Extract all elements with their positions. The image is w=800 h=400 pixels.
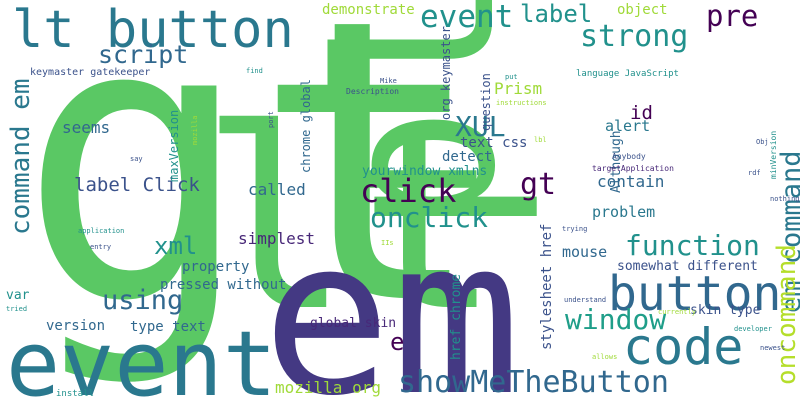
cloud-word: Mike bbox=[380, 77, 397, 85]
cloud-word: trying bbox=[562, 225, 588, 233]
cloud-word: type text bbox=[130, 319, 206, 335]
cloud-word: chrome global bbox=[299, 79, 313, 173]
cloud-word: lt bbox=[200, 75, 502, 366]
cloud-word: text css bbox=[460, 135, 528, 151]
cloud-word: mozilla org bbox=[275, 378, 381, 397]
cloud-word: xml bbox=[154, 232, 198, 260]
cloud-word: skin type bbox=[690, 303, 761, 318]
cloud-word: pressed without bbox=[160, 277, 287, 293]
cloud-word: Anybody bbox=[612, 152, 646, 161]
cloud-word: minVersion bbox=[769, 130, 778, 179]
cloud-word: command em bbox=[6, 78, 36, 235]
cloud-word: em bbox=[262, 192, 521, 400]
cloud-word: tried bbox=[6, 305, 28, 313]
cloud-word: IIs bbox=[381, 239, 394, 247]
cloud-word: developer bbox=[734, 325, 772, 333]
cloud-word: application bbox=[78, 227, 125, 235]
cloud-word: lbl bbox=[534, 136, 547, 144]
cloud-word: global skin bbox=[310, 316, 397, 331]
cloud-word: problem bbox=[592, 203, 656, 221]
cloud-word: targetApplication bbox=[592, 164, 674, 173]
cloud-word: say bbox=[130, 155, 143, 163]
cloud-word: href chrome bbox=[449, 273, 464, 360]
cloud-word: put bbox=[505, 73, 518, 81]
cloud-word: mozilla bbox=[191, 115, 199, 145]
cloud-word: alert bbox=[605, 117, 651, 135]
cloud-word: label bbox=[520, 0, 593, 28]
cloud-word: showMeTheButton bbox=[398, 365, 669, 400]
cloud-word: entry bbox=[90, 243, 112, 251]
cloud-word: script bbox=[98, 40, 189, 69]
cloud-word: currently bbox=[658, 308, 696, 316]
cloud-word: stylesheet href bbox=[539, 223, 555, 350]
cloud-word: allows bbox=[592, 353, 618, 361]
cloud-word: label Click bbox=[74, 174, 200, 196]
cloud-word: rdf bbox=[748, 169, 761, 177]
cloud-word: var bbox=[6, 288, 30, 303]
cloud-word: oncommand bbox=[772, 244, 800, 385]
cloud-word: event bbox=[420, 0, 514, 35]
cloud-word: Although bbox=[609, 130, 624, 193]
cloud-word: contain bbox=[597, 172, 665, 191]
cloud-word: somewhat different bbox=[617, 259, 758, 274]
cloud-word: find bbox=[246, 67, 263, 75]
cloud-word: port bbox=[267, 111, 275, 128]
cloud-word: event bbox=[6, 312, 277, 400]
cloud-word: Obj bbox=[756, 138, 769, 146]
cloud-word: gt bbox=[18, 0, 488, 390]
cloud-word: newest bbox=[760, 344, 786, 352]
cloud-word: demonstrate bbox=[322, 2, 415, 18]
cloud-word: click bbox=[360, 172, 457, 210]
cloud-word: Description bbox=[346, 87, 399, 96]
cloud-word: seems bbox=[62, 118, 111, 137]
cloud-word: instructions bbox=[496, 99, 547, 107]
cloud-word: mouse bbox=[562, 243, 608, 261]
cloud-word: window bbox=[565, 303, 667, 336]
cloud-word: yourwindow xmlns bbox=[362, 164, 488, 179]
cloud-word: Prism bbox=[494, 79, 543, 98]
cloud-word: object bbox=[617, 2, 668, 18]
cloud-word: button bbox=[608, 266, 782, 322]
cloud-word: keymaster gatekeeper bbox=[30, 67, 151, 78]
cloud-word: maxVersion bbox=[167, 109, 181, 182]
cloud-word: detect bbox=[442, 149, 493, 165]
cloud-word: strong bbox=[580, 19, 689, 54]
cloud-word: e bbox=[390, 328, 405, 356]
cloud-word: id bbox=[630, 102, 653, 124]
cloud-word: XUL bbox=[455, 110, 506, 143]
cloud-word: gt bbox=[520, 167, 557, 202]
cloud-word: install bbox=[56, 389, 94, 399]
cloud-word: function bbox=[625, 229, 760, 262]
cloud-word: understand bbox=[564, 296, 607, 304]
cloud-word: onclick bbox=[370, 201, 489, 234]
cloud-word: lt button bbox=[12, 0, 294, 60]
cloud-word: org keymaster bbox=[439, 26, 453, 120]
cloud-word: property bbox=[182, 259, 250, 275]
cloud-word: version bbox=[46, 318, 106, 334]
cloud-word: simplest bbox=[238, 229, 316, 248]
cloud-word: code bbox=[623, 318, 744, 376]
cloud-word: pre bbox=[706, 0, 759, 33]
cloud-word: language JavaScript bbox=[576, 69, 679, 79]
cloud-word: question bbox=[479, 73, 493, 131]
cloud-word: nothing bbox=[770, 195, 800, 203]
cloud-word: using bbox=[102, 285, 184, 316]
cloud-word: called bbox=[248, 180, 306, 199]
